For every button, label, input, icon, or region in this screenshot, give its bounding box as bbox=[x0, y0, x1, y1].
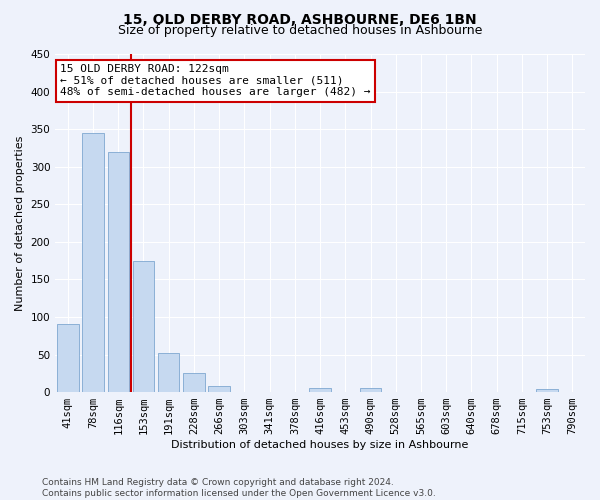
Text: Size of property relative to detached houses in Ashbourne: Size of property relative to detached ho… bbox=[118, 24, 482, 37]
Bar bbox=[107, 152, 129, 392]
Text: 15, OLD DERBY ROAD, ASHBOURNE, DE6 1BN: 15, OLD DERBY ROAD, ASHBOURNE, DE6 1BN bbox=[123, 12, 477, 26]
X-axis label: Distribution of detached houses by size in Ashbourne: Distribution of detached houses by size … bbox=[172, 440, 469, 450]
Bar bbox=[183, 374, 205, 392]
Bar bbox=[208, 386, 230, 392]
Y-axis label: Number of detached properties: Number of detached properties bbox=[15, 136, 25, 310]
Bar bbox=[360, 388, 381, 392]
Bar bbox=[133, 260, 154, 392]
Bar bbox=[310, 388, 331, 392]
Text: 15 OLD DERBY ROAD: 122sqm
← 51% of detached houses are smaller (511)
48% of semi: 15 OLD DERBY ROAD: 122sqm ← 51% of detac… bbox=[61, 64, 371, 98]
Bar bbox=[536, 389, 558, 392]
Bar bbox=[57, 324, 79, 392]
Bar bbox=[82, 133, 104, 392]
Bar bbox=[158, 353, 179, 392]
Text: Contains HM Land Registry data © Crown copyright and database right 2024.
Contai: Contains HM Land Registry data © Crown c… bbox=[42, 478, 436, 498]
